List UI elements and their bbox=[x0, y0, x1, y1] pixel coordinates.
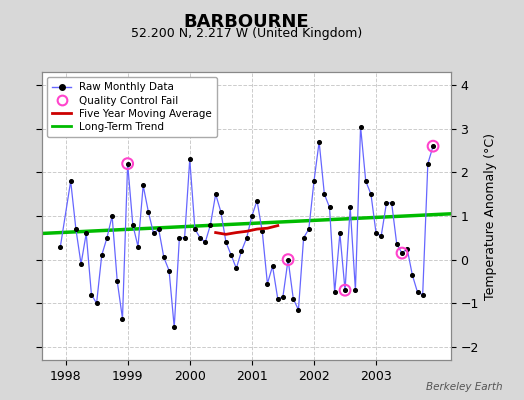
Point bbox=[180, 235, 189, 241]
Point bbox=[108, 213, 116, 219]
Point bbox=[212, 191, 220, 197]
Text: 52.200 N, 2.217 W (United Kingdom): 52.200 N, 2.217 W (United Kingdom) bbox=[130, 28, 362, 40]
Point bbox=[170, 324, 178, 330]
Point bbox=[237, 248, 246, 254]
Point bbox=[113, 278, 122, 285]
Point bbox=[82, 230, 91, 237]
Point bbox=[284, 256, 292, 263]
Point bbox=[387, 200, 396, 206]
Point bbox=[253, 198, 261, 204]
Point bbox=[299, 235, 308, 241]
Point bbox=[67, 178, 75, 184]
Point bbox=[383, 200, 391, 206]
Point bbox=[356, 123, 365, 130]
Point bbox=[175, 235, 183, 241]
Point bbox=[268, 263, 277, 269]
Point bbox=[160, 254, 168, 261]
Point bbox=[149, 230, 158, 237]
Point bbox=[185, 156, 194, 162]
Point bbox=[398, 250, 406, 256]
Point bbox=[227, 252, 235, 258]
Point bbox=[423, 160, 432, 167]
Point bbox=[419, 291, 427, 298]
Point bbox=[118, 315, 127, 322]
Point bbox=[362, 178, 370, 184]
Point bbox=[258, 228, 266, 234]
Point bbox=[429, 143, 437, 149]
Point bbox=[377, 232, 386, 239]
Point bbox=[341, 287, 349, 293]
Point bbox=[124, 160, 132, 167]
Point bbox=[304, 226, 313, 232]
Point bbox=[408, 272, 417, 278]
Point bbox=[289, 296, 298, 302]
Point bbox=[124, 160, 132, 167]
Point bbox=[413, 289, 422, 296]
Point bbox=[56, 243, 64, 250]
Point bbox=[144, 208, 152, 215]
Point bbox=[294, 307, 303, 313]
Point bbox=[103, 235, 111, 241]
Point bbox=[92, 300, 101, 306]
Point bbox=[346, 204, 354, 210]
Point bbox=[139, 182, 147, 189]
Point bbox=[320, 191, 329, 197]
Point bbox=[201, 239, 210, 245]
Point bbox=[191, 226, 199, 232]
Point bbox=[336, 230, 344, 237]
Point bbox=[263, 280, 271, 287]
Point bbox=[222, 239, 230, 245]
Legend: Raw Monthly Data, Quality Control Fail, Five Year Moving Average, Long-Term Tren: Raw Monthly Data, Quality Control Fail, … bbox=[47, 77, 217, 137]
Point bbox=[274, 296, 282, 302]
Point bbox=[216, 208, 225, 215]
Point bbox=[87, 291, 95, 298]
Text: BARBOURNE: BARBOURNE bbox=[183, 13, 309, 31]
Point bbox=[331, 289, 339, 296]
Point bbox=[341, 287, 349, 293]
Y-axis label: Temperature Anomaly (°C): Temperature Anomaly (°C) bbox=[484, 132, 497, 300]
Point bbox=[206, 222, 215, 228]
Point bbox=[155, 226, 163, 232]
Point bbox=[351, 287, 359, 293]
Point bbox=[243, 235, 251, 241]
Point bbox=[403, 246, 411, 252]
Point bbox=[248, 213, 256, 219]
Point bbox=[429, 143, 437, 149]
Point bbox=[134, 243, 142, 250]
Point bbox=[279, 294, 287, 300]
Point bbox=[232, 265, 241, 272]
Point bbox=[315, 139, 323, 145]
Point bbox=[325, 204, 334, 210]
Point bbox=[392, 241, 401, 248]
Point bbox=[367, 191, 375, 197]
Point bbox=[196, 235, 204, 241]
Point bbox=[72, 226, 80, 232]
Point bbox=[165, 267, 173, 274]
Point bbox=[284, 256, 292, 263]
Point bbox=[97, 252, 106, 258]
Point bbox=[310, 178, 318, 184]
Point bbox=[398, 250, 406, 256]
Point bbox=[372, 230, 380, 237]
Point bbox=[77, 261, 85, 267]
Text: Berkeley Earth: Berkeley Earth bbox=[427, 382, 503, 392]
Point bbox=[128, 222, 137, 228]
